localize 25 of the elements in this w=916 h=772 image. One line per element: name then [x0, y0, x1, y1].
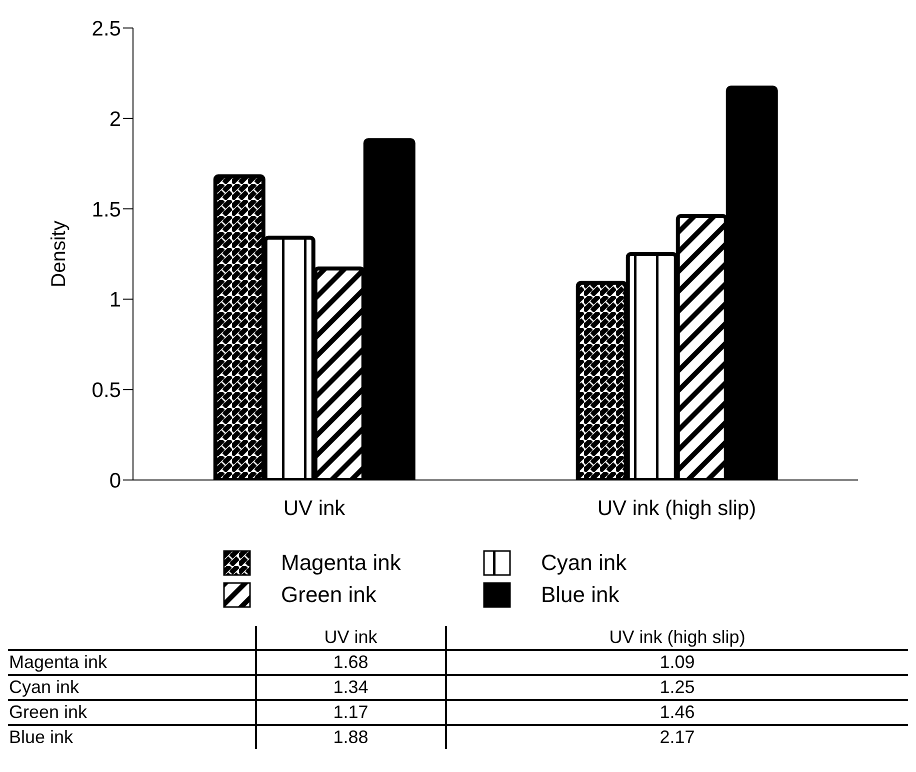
y-tick-label: 1 [109, 288, 121, 312]
text: Magenta ink [9, 652, 108, 672]
text: Green ink [9, 702, 88, 722]
category-label: UV ink (high slip) [609, 627, 746, 647]
y-tick-label: 2 [109, 108, 121, 131]
text: Blue ink [9, 727, 74, 747]
data-label: 1.09 [658, 651, 696, 674]
data-label: 1.34 [256, 675, 446, 700]
data-label: 1.25 [658, 676, 696, 699]
legend-label: Magenta ink [281, 550, 401, 576]
legend-label: Green ink [281, 582, 376, 608]
category-label: UV ink [324, 627, 378, 647]
data-label: 2.17 [658, 726, 696, 749]
y-axis-title: Density [48, 220, 70, 288]
data-label: 1.17 [256, 700, 446, 725]
data-label: 1.46 [658, 701, 696, 724]
text: Cyan ink [9, 677, 80, 697]
data-label: 1.68 [256, 650, 446, 675]
legend-label: Cyan ink [541, 550, 627, 576]
legend-label: Blue ink [541, 582, 620, 608]
y-tick-label: 1.5 [92, 198, 121, 222]
data-label: 1.88 [256, 725, 446, 749]
y-tick-label: 2.5 [92, 17, 121, 40]
y-tick-label: 0 [109, 469, 121, 492]
y-tick-label: 0.5 [92, 379, 121, 402]
